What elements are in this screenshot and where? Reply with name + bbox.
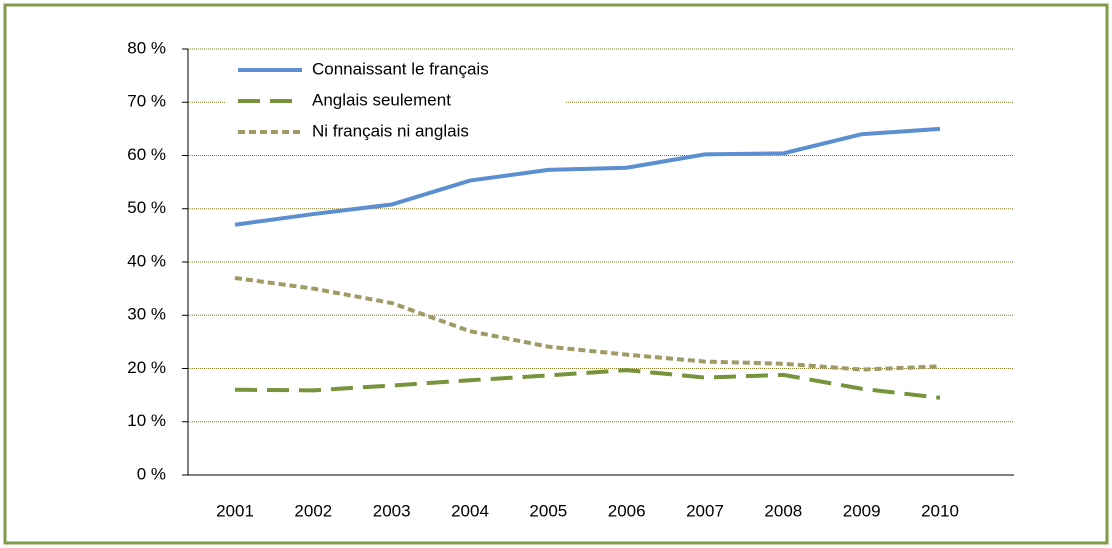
x-tick-label: 2002 — [294, 501, 332, 520]
legend-label: Anglais seulement — [312, 90, 451, 109]
y-tick-label: 30 % — [127, 305, 166, 324]
y-tick-label: 80 % — [127, 38, 166, 57]
x-tick-label: 2004 — [451, 501, 489, 520]
series-line — [234, 275, 941, 372]
y-tick-label: 40 % — [127, 251, 166, 270]
series-line — [234, 368, 941, 400]
legend-label: Connaissant le français — [312, 59, 489, 78]
series-line — [234, 126, 941, 227]
x-tick-label: 2007 — [686, 501, 724, 520]
y-tick-label: 10 % — [127, 411, 166, 430]
y-tick-label: 20 % — [127, 358, 166, 377]
legend-label: Ni français ni anglais — [312, 121, 469, 140]
x-tick-label: 2010 — [921, 501, 959, 520]
x-tick-label: 2001 — [216, 501, 254, 520]
x-tick-label: 2006 — [608, 501, 646, 520]
x-tick-label: 2008 — [764, 501, 802, 520]
y-tick-label: 60 % — [127, 145, 166, 164]
y-tick-label: 50 % — [127, 198, 166, 217]
y-tick-label: 0 % — [137, 464, 166, 483]
x-tick-label: 2009 — [843, 501, 881, 520]
x-tick-label: 2003 — [373, 501, 411, 520]
y-tick-label: 70 % — [127, 92, 166, 111]
x-tick-label: 2005 — [529, 501, 567, 520]
